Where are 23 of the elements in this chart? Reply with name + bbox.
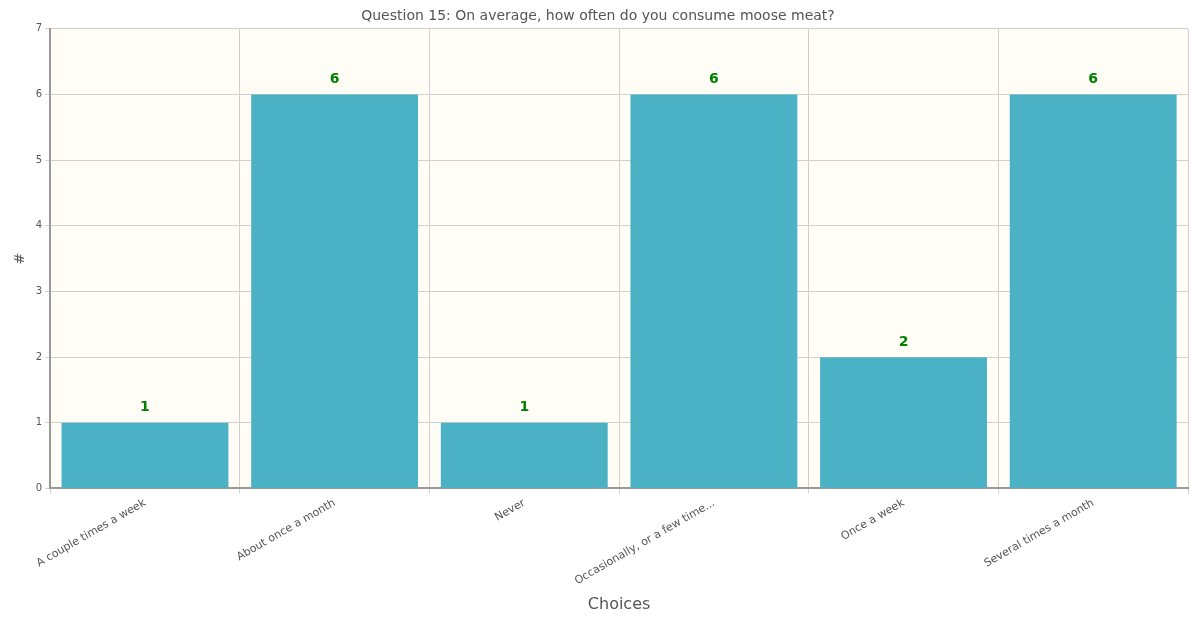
data-label: 1 xyxy=(519,398,530,415)
y-tick-label: 1 xyxy=(35,416,43,428)
x-axis-title: Choices xyxy=(587,593,651,613)
y-tick-label: 5 xyxy=(35,153,43,165)
data-label: 6 xyxy=(329,70,340,87)
chart-title: Question 15: On average, how often do you consume moose meat? xyxy=(361,7,835,24)
y-tick-label: 4 xyxy=(35,219,43,231)
bar xyxy=(630,94,798,488)
y-tick-label: 7 xyxy=(35,22,43,34)
y-tick-label: 0 xyxy=(35,482,43,494)
y-tick-label: 2 xyxy=(35,350,43,362)
y-tick-label: 3 xyxy=(35,285,43,297)
y-axis-title: # xyxy=(11,252,28,265)
data-label: 2 xyxy=(898,332,909,349)
bar xyxy=(440,422,608,488)
bar xyxy=(61,422,229,488)
y-tick-label: 6 xyxy=(35,88,43,100)
bar xyxy=(1009,94,1177,488)
bar xyxy=(251,94,419,488)
bar xyxy=(820,357,987,488)
data-label: 6 xyxy=(709,70,719,87)
data-label: 1 xyxy=(140,398,150,415)
data-label: 6 xyxy=(1088,70,1099,87)
